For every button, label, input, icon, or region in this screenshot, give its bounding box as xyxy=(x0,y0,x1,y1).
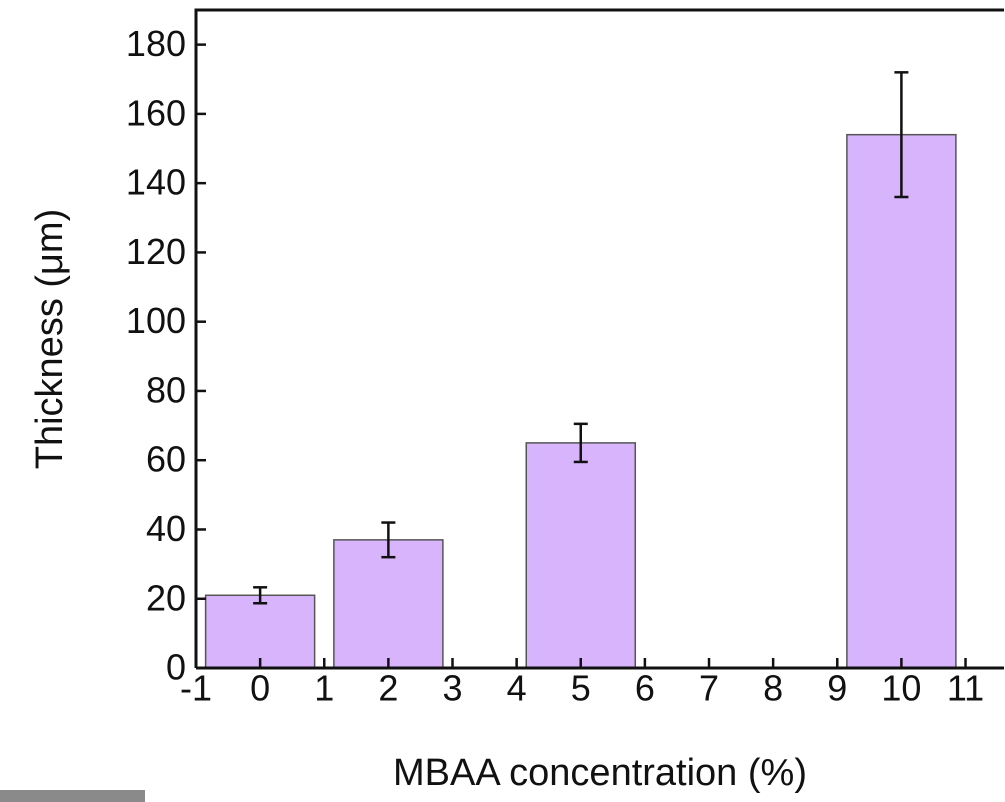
x-tick-label: 2 xyxy=(378,668,398,709)
y-tick-label: 20 xyxy=(146,577,186,618)
y-tick-label: 140 xyxy=(126,162,186,203)
x-tick-label: 11 xyxy=(947,668,984,709)
x-tick-label: 1 xyxy=(314,668,334,709)
x-tick-label: 9 xyxy=(827,668,847,709)
y-tick-label: 180 xyxy=(126,23,186,64)
bar xyxy=(206,595,315,668)
x-axis-title: MBAA concentration (%) xyxy=(393,752,807,794)
y-tick-label: 80 xyxy=(146,369,186,410)
x-tick-label: 6 xyxy=(635,668,655,709)
x-tick-label: 3 xyxy=(442,668,462,709)
x-tick-label: -1 xyxy=(180,668,212,709)
bar xyxy=(334,540,443,668)
x-tick-label: 5 xyxy=(571,668,591,709)
chart: MBAA concentration (%) Thickness (μm) 0 2… xyxy=(0,0,1005,802)
y-tick-label: 100 xyxy=(126,300,186,341)
y-tick-label: 120 xyxy=(126,231,186,272)
image-fragment xyxy=(0,790,145,802)
y-tick-label: 160 xyxy=(126,92,186,133)
x-tick-label: 10 xyxy=(881,668,921,709)
y-axis-title: Thickness (μm) xyxy=(29,209,71,469)
y-tick-label: 60 xyxy=(146,439,186,480)
bar xyxy=(847,135,956,668)
x-tick-label: 4 xyxy=(507,668,527,709)
x-tick-label: 7 xyxy=(699,668,719,709)
bar xyxy=(526,443,635,668)
x-tick-label: 0 xyxy=(250,668,270,709)
x-tick-label: 8 xyxy=(763,668,783,709)
y-tick-label: 40 xyxy=(146,508,186,549)
